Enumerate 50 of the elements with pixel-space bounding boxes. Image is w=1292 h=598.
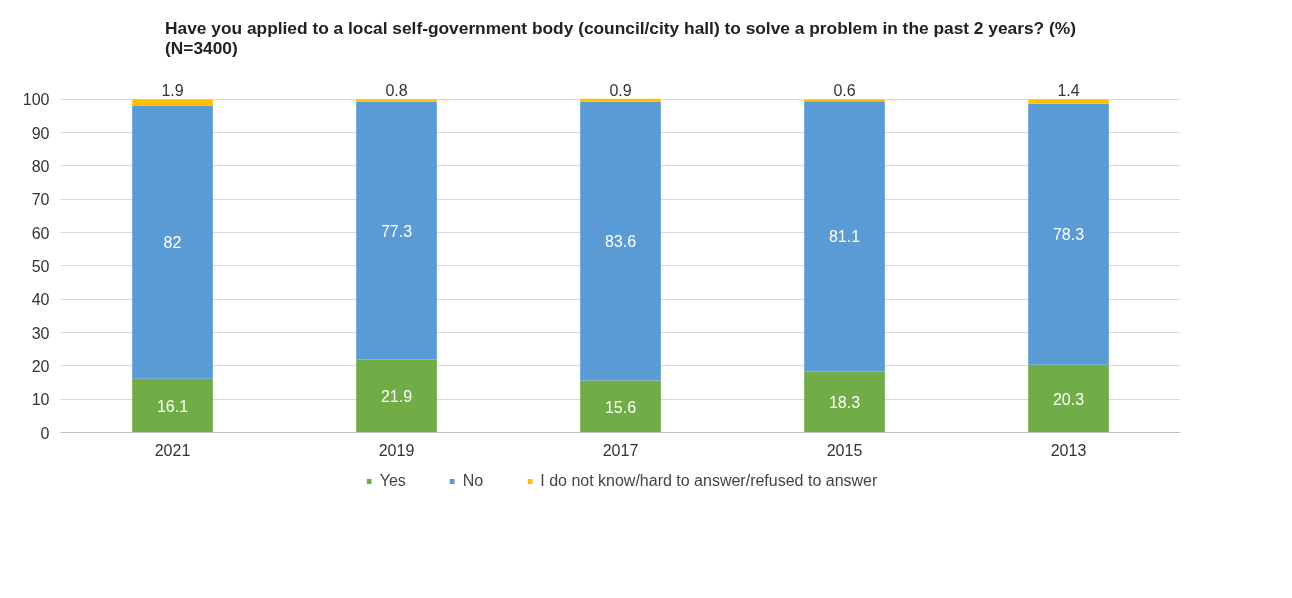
bar (132, 378, 213, 433)
bar (132, 99, 213, 106)
legend-label: I do not know/hard to answer/refused to answer (540, 472, 878, 490)
legend-label: Yes (379, 472, 406, 490)
bar (580, 98, 661, 102)
x-tick-label: 2015 (826, 441, 863, 459)
x-tick-label: 2019 (378, 441, 415, 459)
chart-title: Have you applied to a local self-government body (council/city hall) to solve a problem in the past 2 years? (%) (N=3400) (165, 17, 1076, 58)
y-tick-label: 0 (40, 424, 50, 442)
data-label: 1.4 (1057, 81, 1080, 99)
y-tick-label: 90 (31, 124, 50, 142)
data-label: 15.6 (604, 398, 637, 416)
y-tick-label: 100 (22, 91, 50, 109)
data-label: 1.9 (161, 81, 184, 99)
data-label: 18.3 (828, 394, 861, 411)
bar (804, 99, 885, 102)
y-tick-label: 20 (31, 357, 50, 375)
data-label: 0.9 (609, 81, 632, 99)
y-tick-label: 60 (31, 224, 50, 242)
x-tick-label: 2013 (1050, 441, 1087, 459)
bar (1028, 99, 1109, 104)
y-tick-label: 10 (31, 391, 50, 409)
data-label: 78.3 (1052, 226, 1085, 244)
x-tick-label: 2021 (154, 441, 191, 459)
y-tick-label: 80 (31, 157, 50, 175)
bar (804, 101, 885, 372)
legend-label: No (462, 472, 484, 490)
y-tick-label: 50 (31, 257, 50, 275)
bar (356, 359, 437, 433)
bar (1028, 103, 1109, 365)
data-label: 20.3 (1052, 390, 1085, 408)
bar (804, 371, 885, 433)
bar (356, 99, 437, 102)
data-label: 0.8 (385, 81, 408, 99)
bar (580, 101, 661, 381)
y-tick-label: 70 (31, 191, 50, 209)
bar (1028, 364, 1109, 433)
y-tick-label: 30 (31, 324, 50, 342)
data-label: 81.1 (828, 228, 861, 246)
bar (356, 101, 437, 360)
data-label: 16.1 (156, 397, 189, 415)
x-tick-label: 2017 (602, 441, 639, 459)
bar (580, 380, 661, 433)
y-tick-label: 40 (31, 291, 50, 309)
data-label: 0.6 (833, 81, 856, 99)
bar (132, 105, 213, 379)
data-label: 82 (163, 234, 182, 252)
data-label: 77.3 (380, 222, 413, 240)
data-label: 83.6 (604, 233, 637, 251)
data-label: 21.9 (380, 388, 413, 405)
